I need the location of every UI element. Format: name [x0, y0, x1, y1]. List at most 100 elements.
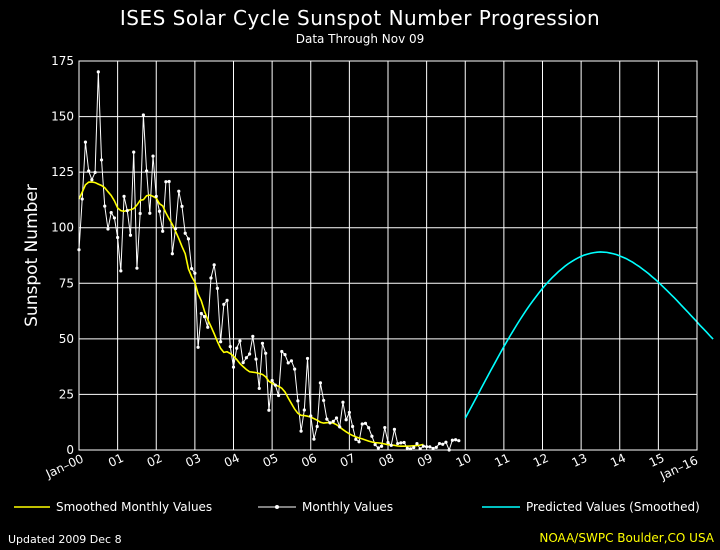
data-point	[331, 419, 335, 423]
chart-subtitle: Data Through Nov 09	[295, 32, 425, 46]
data-point	[341, 400, 345, 404]
data-point	[415, 441, 419, 446]
data-point	[350, 424, 355, 429]
data-point	[141, 113, 145, 117]
y-tick-label: 175	[51, 54, 74, 68]
data-point	[122, 194, 126, 198]
x-tick-label: 03	[183, 451, 203, 470]
data-point	[154, 194, 158, 198]
data-point	[315, 424, 319, 429]
data-point	[109, 210, 113, 215]
data-point	[199, 311, 203, 316]
series-line-smoothed	[78, 181, 424, 448]
monthly-points	[77, 70, 461, 452]
data-point	[360, 422, 364, 426]
data-point	[151, 154, 155, 158]
data-point	[125, 208, 129, 213]
data-point	[193, 271, 197, 275]
data-point	[425, 445, 429, 449]
data-point	[190, 267, 194, 271]
data-point	[144, 169, 149, 173]
data-point	[267, 408, 271, 412]
data-point	[293, 367, 297, 371]
data-point	[225, 298, 229, 303]
y-tick-label: 150	[51, 110, 74, 124]
legend-label-smoothed: Smoothed Monthly Values	[56, 500, 212, 514]
x-tick-label: Jan–00	[43, 451, 86, 481]
data-point	[367, 426, 371, 430]
data-point	[379, 444, 384, 448]
chart-title: ISES Solar Cycle Sunspot Number Progress…	[119, 6, 601, 30]
data-point	[103, 204, 107, 208]
data-point	[219, 340, 223, 344]
data-point	[206, 325, 210, 329]
data-point	[396, 441, 400, 446]
data-point	[444, 440, 448, 444]
data-point	[437, 441, 442, 446]
data-point	[231, 365, 236, 369]
data-point	[164, 180, 168, 184]
data-point	[241, 361, 245, 365]
y-tick-label: 100	[51, 221, 74, 235]
data-point	[99, 158, 104, 162]
data-point	[434, 445, 438, 449]
data-point	[280, 349, 284, 354]
source-credit: NOAA/SWPC Boulder,CO USA	[539, 531, 714, 545]
data-point	[270, 378, 274, 383]
data-point	[302, 408, 306, 412]
data-point	[260, 341, 265, 345]
data-point	[228, 345, 232, 349]
x-tick-label: 08	[376, 451, 396, 470]
series-line-predicted	[464, 251, 714, 419]
data-point	[453, 438, 458, 442]
data-point	[161, 229, 165, 233]
data-point	[173, 227, 178, 231]
data-point	[186, 237, 191, 241]
data-point	[357, 440, 361, 444]
data-point	[383, 425, 387, 430]
data-point	[106, 227, 110, 231]
x-tick-label: 04	[222, 451, 242, 470]
y-tick-label: 75	[59, 276, 74, 290]
series-line-monthly	[78, 71, 459, 452]
x-tick-label: 05	[261, 451, 281, 470]
data-point	[328, 421, 332, 425]
y-tick-label: 50	[59, 332, 74, 346]
data-point	[90, 178, 94, 182]
data-point	[344, 418, 348, 422]
data-point	[251, 334, 255, 339]
data-point	[244, 356, 248, 360]
data-point	[93, 170, 97, 174]
legend-label-predicted: Predicted Values (Smoothed)	[526, 500, 700, 514]
x-tick-label: 02	[145, 451, 165, 470]
data-point	[354, 437, 358, 441]
data-point	[202, 315, 207, 319]
x-tick-label: 12	[531, 451, 551, 470]
data-point	[283, 353, 287, 357]
data-point	[376, 446, 380, 450]
data-point	[96, 70, 100, 74]
data-point	[428, 445, 432, 449]
data-point	[138, 211, 142, 216]
data-point	[112, 216, 117, 220]
data-point	[363, 421, 368, 425]
data-point	[322, 398, 326, 403]
x-tick-label: 09	[415, 451, 435, 470]
x-tick-label: 10	[454, 451, 474, 470]
data-point	[83, 140, 88, 144]
data-point	[212, 263, 216, 267]
data-point	[305, 356, 310, 361]
y-tick-label: 125	[51, 165, 74, 179]
data-point	[170, 252, 174, 256]
y-axis-label: Sunspot Number	[22, 184, 42, 327]
data-point	[167, 179, 171, 184]
legend: Smoothed Monthly Values Monthly Values Pre…	[14, 500, 700, 514]
data-point	[215, 286, 220, 290]
legend-label-monthly: Monthly Values	[302, 500, 393, 514]
data-point	[247, 352, 252, 356]
data-point	[116, 235, 120, 240]
data-point	[312, 437, 316, 441]
data-point	[157, 209, 162, 213]
data-point	[235, 346, 239, 350]
